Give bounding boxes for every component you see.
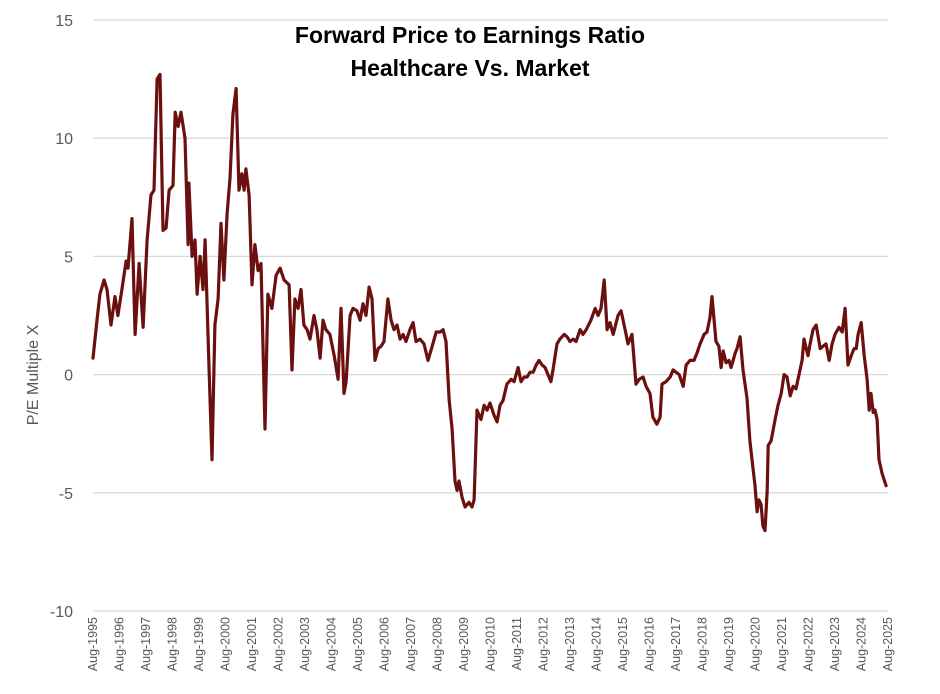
x-tick-label: Aug-2000 [219, 617, 233, 671]
x-tick-label: Aug-2013 [563, 617, 577, 671]
x-tick-label: Aug-2004 [325, 617, 339, 671]
x-tick-label: Aug-2003 [298, 617, 312, 671]
x-tick-label: Aug-2007 [404, 617, 418, 671]
x-tick-label: Aug-2009 [457, 617, 471, 671]
x-tick-label: Aug-2006 [378, 617, 392, 671]
y-tick-label: -5 [59, 486, 73, 503]
x-tick-label: Aug-1999 [192, 617, 206, 671]
y-tick-label: 5 [64, 249, 73, 266]
x-tick-label: Aug-2011 [510, 617, 524, 670]
x-tick-label: Aug-1995 [86, 617, 100, 671]
x-tick-label: Aug-2001 [245, 617, 259, 671]
x-tick-label: Aug-2022 [802, 617, 816, 671]
chart-title: Forward Price to Earnings Ratio [294, 22, 646, 48]
series-line [91, 72, 888, 533]
x-tick-label: Aug-2008 [431, 617, 445, 671]
x-tick-label: Aug-1998 [166, 617, 180, 671]
x-tick-label: Aug-2019 [722, 617, 736, 671]
x-tick-label: Aug-2023 [828, 617, 842, 671]
x-tick-label: Aug-2012 [537, 617, 551, 671]
x-tick-label: Aug-2015 [616, 617, 630, 671]
x-tick-label: Aug-1997 [139, 617, 153, 671]
y-tick-label: 10 [55, 131, 73, 148]
x-tick-label: Aug-2016 [643, 617, 657, 671]
x-tick-label: Aug-2024 [855, 617, 869, 671]
y-axis-title: P/E Multiple X [25, 324, 42, 426]
x-tick-label: Aug-2018 [696, 617, 710, 671]
x-tick-label: Aug-1996 [113, 617, 127, 671]
y-tick-label: 0 [64, 368, 73, 385]
x-tick-label: Aug-2021 [775, 617, 789, 671]
chart-subtitle: Healthcare Vs. Market [350, 55, 590, 81]
x-tick-label: Aug-2017 [669, 617, 683, 671]
y-tick-label: 15 [55, 13, 73, 30]
x-tick-label: Aug-2005 [351, 617, 365, 671]
x-tick-label: Aug-2020 [749, 617, 763, 671]
x-tick-label: Aug-2025 [881, 617, 895, 671]
x-tick-label: Aug-2010 [484, 617, 498, 671]
x-tick-label: Aug-2002 [272, 617, 286, 671]
y-tick-label: -10 [50, 604, 73, 621]
x-tick-label: Aug-2014 [590, 617, 604, 671]
